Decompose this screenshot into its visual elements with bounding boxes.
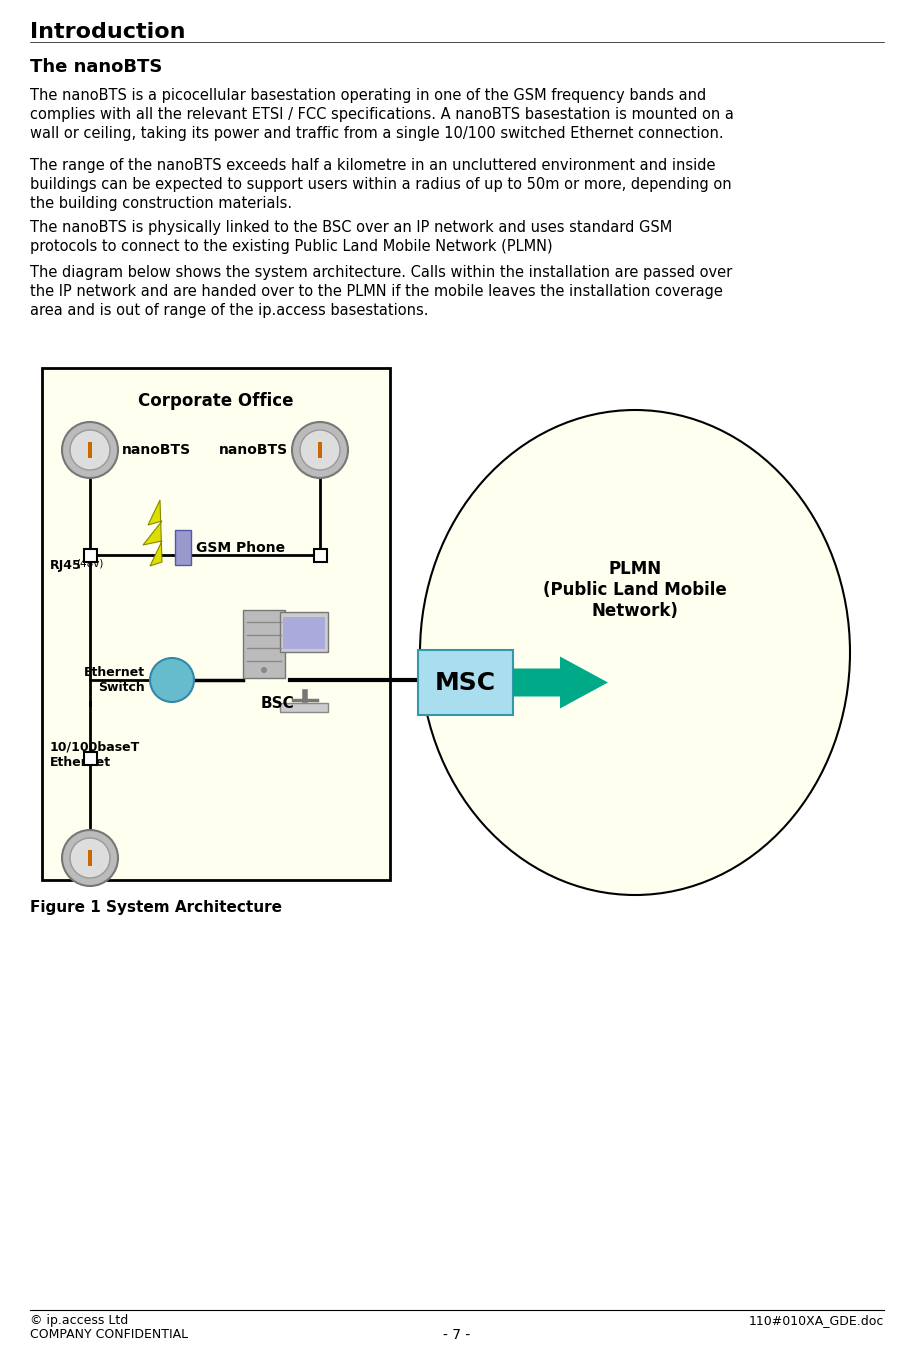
Text: (48v): (48v) bbox=[76, 558, 103, 569]
Bar bbox=[88, 850, 92, 866]
Text: nanoBTS: nanoBTS bbox=[218, 442, 288, 457]
Bar bbox=[318, 442, 322, 459]
Text: © ip.access Ltd: © ip.access Ltd bbox=[30, 1314, 128, 1327]
Circle shape bbox=[62, 830, 118, 886]
Text: COMPANY CONFIDENTIAL: COMPANY CONFIDENTIAL bbox=[30, 1327, 188, 1341]
Text: Ethernet
Switch: Ethernet Switch bbox=[84, 666, 145, 693]
Text: PLMN
(Public Land Mobile
Network): PLMN (Public Land Mobile Network) bbox=[543, 560, 727, 619]
Text: 110#010XA_GDE.doc: 110#010XA_GDE.doc bbox=[749, 1314, 884, 1327]
Text: GSM Phone: GSM Phone bbox=[196, 541, 285, 554]
Bar bbox=[42, 368, 390, 880]
Bar bbox=[314, 549, 326, 561]
Text: nanoBTS: nanoBTS bbox=[122, 442, 191, 457]
Circle shape bbox=[70, 838, 110, 878]
Text: The range of the nanoBTS exceeds half a kilometre in an uncluttered environment : The range of the nanoBTS exceeds half a … bbox=[30, 158, 731, 212]
Circle shape bbox=[292, 422, 348, 478]
Ellipse shape bbox=[420, 410, 850, 894]
Polygon shape bbox=[143, 500, 162, 567]
Text: The nanoBTS is a picocellular basestation operating in one of the GSM frequency : The nanoBTS is a picocellular basestatio… bbox=[30, 88, 734, 142]
Text: Introduction: Introduction bbox=[30, 22, 186, 42]
Text: - 7 -: - 7 - bbox=[443, 1327, 471, 1342]
Circle shape bbox=[150, 658, 194, 701]
Circle shape bbox=[70, 430, 110, 469]
Text: The nanoBTS is physically linked to the BSC over an IP network and uses standard: The nanoBTS is physically linked to the … bbox=[30, 220, 673, 254]
Text: The diagram below shows the system architecture. Calls within the installation a: The diagram below shows the system archi… bbox=[30, 264, 732, 318]
Bar bbox=[418, 650, 513, 715]
Circle shape bbox=[62, 422, 118, 478]
Text: 10/100baseT: 10/100baseT bbox=[50, 741, 140, 753]
Text: Figure 1 System Architecture: Figure 1 System Architecture bbox=[30, 900, 282, 915]
Text: Ethernet: Ethernet bbox=[50, 755, 112, 769]
Text: Corporate Office: Corporate Office bbox=[138, 393, 293, 410]
Text: The nanoBTS: The nanoBTS bbox=[30, 58, 163, 76]
Text: BSC: BSC bbox=[260, 696, 294, 711]
Bar bbox=[243, 610, 285, 679]
Bar bbox=[83, 549, 97, 561]
Bar bbox=[280, 612, 328, 652]
Circle shape bbox=[261, 666, 267, 673]
Bar bbox=[283, 616, 325, 649]
Circle shape bbox=[300, 430, 340, 469]
Text: MSC: MSC bbox=[435, 670, 496, 695]
Bar bbox=[280, 703, 328, 712]
Bar bbox=[175, 530, 191, 565]
Polygon shape bbox=[513, 657, 608, 708]
Text: RJ45: RJ45 bbox=[50, 558, 81, 572]
Bar bbox=[88, 442, 92, 459]
Bar bbox=[83, 751, 97, 765]
